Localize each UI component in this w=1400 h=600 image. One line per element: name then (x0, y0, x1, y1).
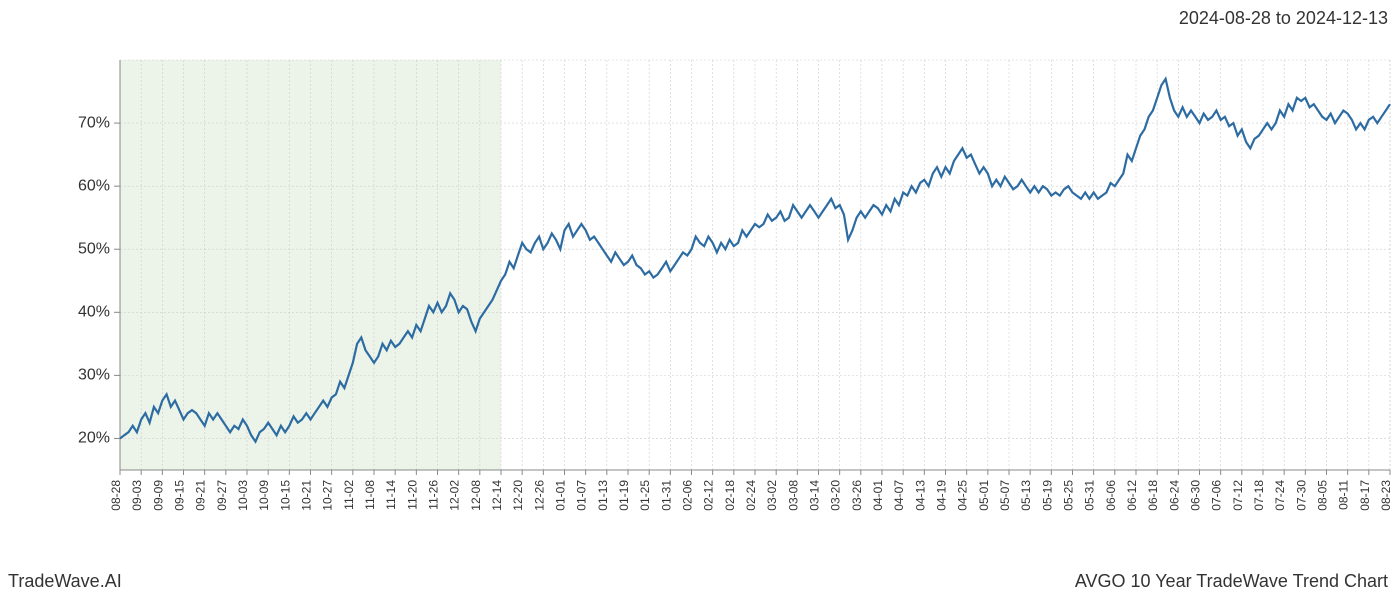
xtick-label: 06-18 (1146, 480, 1160, 511)
xtick-label: 01-19 (617, 480, 631, 511)
xtick-label: 04-01 (871, 480, 885, 511)
xtick-label: 03-08 (786, 480, 800, 511)
xtick-label: 12-26 (532, 480, 546, 511)
xtick-label: 03-14 (808, 480, 822, 511)
xtick-label: 09-15 (173, 480, 187, 511)
xtick-label: 04-19 (935, 480, 949, 511)
xtick-label: 06-12 (1125, 480, 1139, 511)
xtick-label: 05-13 (1019, 480, 1033, 511)
xtick-label: 07-30 (1294, 480, 1308, 511)
xtick-label: 05-25 (1062, 480, 1076, 511)
ytick-label: 50% (78, 240, 110, 257)
xtick-label: 11-08 (363, 480, 377, 510)
xtick-label: 01-01 (554, 480, 568, 511)
ytick-label: 70% (78, 114, 110, 131)
xtick-label: 08-17 (1358, 480, 1372, 511)
xtick-label: 07-24 (1273, 480, 1287, 511)
xtick-label: 09-09 (151, 480, 165, 511)
ytick-label: 30% (78, 367, 110, 384)
xtick-label: 06-24 (1167, 480, 1181, 511)
xtick-label: 02-18 (723, 480, 737, 511)
xtick-label: 08-23 (1379, 480, 1393, 511)
xtick-label: 01-25 (638, 480, 652, 511)
xtick-label: 04-07 (892, 480, 906, 511)
xtick-label: 11-14 (384, 480, 398, 510)
xtick-label: 05-19 (1040, 480, 1054, 511)
xtick-label: 06-30 (1189, 480, 1203, 511)
ytick-label: 60% (78, 177, 110, 194)
xtick-label: 03-26 (850, 480, 864, 511)
xtick-label: 12-08 (469, 480, 483, 511)
xtick-label: 07-18 (1252, 480, 1266, 511)
xtick-label: 10-03 (236, 480, 250, 511)
ytick-label: 40% (78, 304, 110, 321)
xtick-label: 11-20 (405, 480, 419, 510)
xtick-label: 10-15 (278, 480, 292, 511)
xtick-label: 10-27 (321, 480, 335, 511)
trend-chart: 20% 30% 40% 50% 60% 70% 08-28 09-03 09-09 09-15 09… (0, 40, 1400, 560)
xtick-label: 07-12 (1231, 480, 1245, 511)
xtick-label: 01-07 (575, 480, 589, 511)
xtick-label: 08-11 (1337, 480, 1351, 510)
chart-title: AVGO 10 Year TradeWave Trend Chart (1075, 571, 1388, 592)
ytick-label: 20% (78, 430, 110, 447)
xtick-label: 11-26 (427, 480, 441, 510)
xtick-label: 07-06 (1210, 480, 1224, 511)
xtick-label: 11-02 (342, 480, 356, 510)
xtick-label: 04-25 (956, 480, 970, 511)
xtick-label: 12-20 (511, 480, 525, 511)
xtick-label: 01-31 (659, 480, 673, 511)
xtick-label: 05-01 (977, 480, 991, 511)
xtick-label: 12-02 (448, 480, 462, 511)
xtick-label: 03-20 (829, 480, 843, 511)
xtick-label: 08-28 (109, 480, 123, 511)
xtick-label: 02-12 (702, 480, 716, 511)
xtick-label: 10-09 (257, 480, 271, 511)
xtick-label: 09-27 (215, 480, 229, 511)
xtick-label: 05-07 (998, 480, 1012, 511)
xtick-label: 01-13 (596, 480, 610, 511)
xtick-label: 02-24 (744, 480, 758, 511)
xtick-label: 06-06 (1104, 480, 1118, 511)
xtick-label: 12-14 (490, 480, 504, 511)
xtick-label: 03-02 (765, 480, 779, 511)
xtick-label: 10-21 (300, 480, 314, 511)
date-range-label: 2024-08-28 to 2024-12-13 (1179, 8, 1388, 29)
xtick-label: 05-31 (1083, 480, 1097, 511)
xtick-label: 02-06 (681, 480, 695, 511)
xtick-label: 09-03 (130, 480, 144, 511)
xtick-label: 09-21 (194, 480, 208, 511)
xtick-label: 04-13 (913, 480, 927, 511)
brand-label: TradeWave.AI (8, 571, 122, 592)
xtick-label: 08-05 (1316, 480, 1330, 511)
